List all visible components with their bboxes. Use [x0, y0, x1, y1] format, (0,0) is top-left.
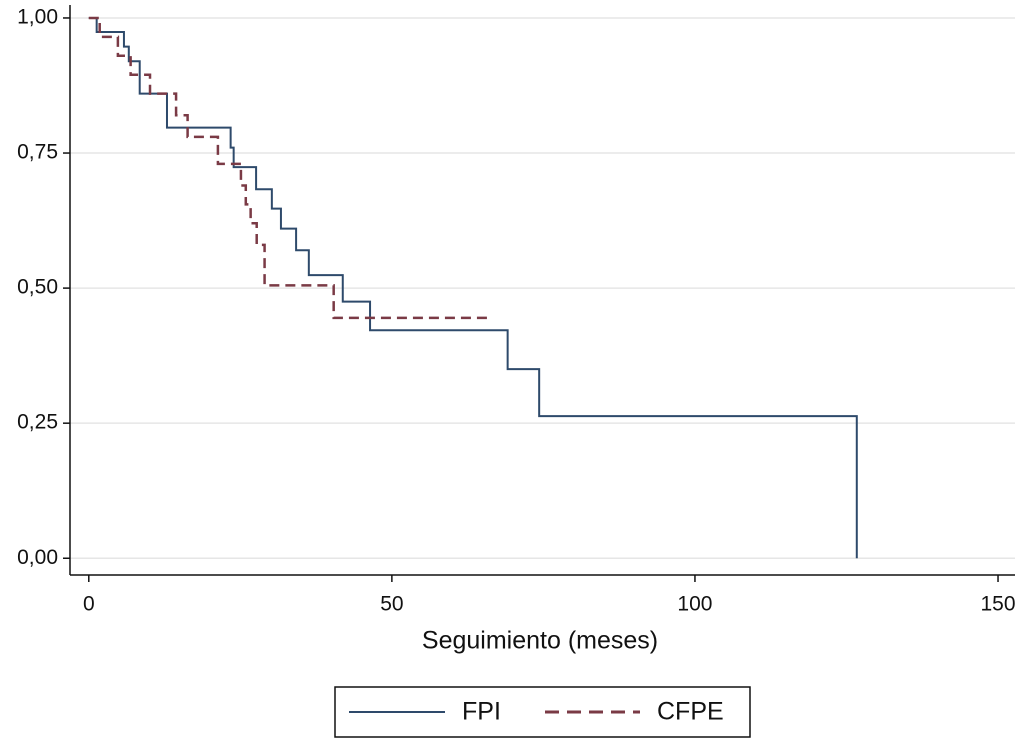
x-tick-label: 0	[83, 593, 95, 616]
y-tick-label: 0,75	[17, 141, 58, 164]
legend-label: CFPE	[657, 698, 724, 726]
survival-line	[88, 16, 858, 559]
legend-box	[334, 686, 751, 738]
survival-line	[88, 16, 492, 320]
x-tick-label: 150	[981, 593, 1016, 616]
y-tick-label: 0,25	[17, 411, 58, 434]
x-tick-label: 100	[677, 593, 712, 616]
y-tick-label: 0,50	[17, 276, 58, 299]
y-tick-label: 0,00	[17, 546, 58, 569]
y-tick-label: 1,00	[17, 6, 58, 29]
x-axis-label: Seguimiento (meses)	[422, 627, 658, 655]
x-tick-label: 50	[380, 593, 403, 616]
legend-label: FPI	[462, 698, 501, 726]
